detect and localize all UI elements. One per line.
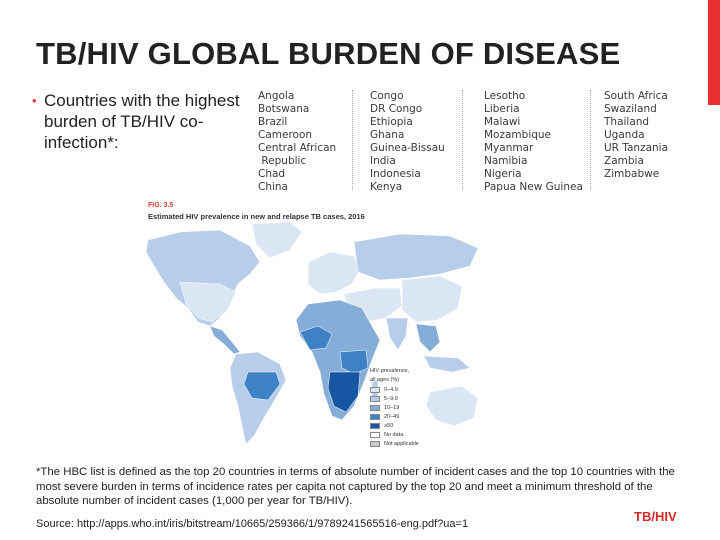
- legend-swatch: [370, 431, 380, 438]
- legend-item: 10–19: [370, 403, 480, 412]
- slide-title: TB/HIV GLOBAL BURDEN OF DISEASE: [36, 36, 621, 71]
- legend-item: 20–49: [370, 412, 480, 421]
- column-divider: [462, 90, 463, 190]
- legend-item: No data: [370, 430, 480, 439]
- country-name: UR Tanzania: [604, 142, 669, 154]
- map-legend: HIV prevalence, all ages (%) 0–4.9 5–9.9…: [370, 368, 480, 448]
- country-name: Indonesia: [370, 168, 421, 180]
- country-name: Papua New Guinea: [484, 181, 583, 193]
- country-name: Cameroon: [258, 129, 313, 141]
- legend-item: Not applicable: [370, 439, 480, 448]
- bullet-item: • Countries with the highest burden of T…: [32, 90, 244, 153]
- country-name: India: [370, 155, 396, 167]
- country-name: Zambia: [604, 155, 644, 167]
- column-divider: [590, 90, 591, 190]
- legend-label: ≥50: [384, 422, 394, 429]
- footnote: *The HBC list is defined as the top 20 c…: [36, 466, 675, 507]
- bullet-icon: •: [32, 93, 37, 108]
- country-name: China: [258, 181, 288, 193]
- country-name: Angola: [258, 90, 295, 102]
- brand-label: TB/HIV: [634, 509, 677, 524]
- legend-label: 20–49: [384, 413, 400, 420]
- country-name: Myanmar: [484, 142, 534, 154]
- legend-swatch: [370, 404, 380, 411]
- country-column-4: South Africa Swaziland Thailand Uganda U…: [604, 90, 668, 181]
- country-name: South Africa: [604, 90, 668, 102]
- country-name: Zimbabwe: [604, 168, 660, 180]
- legend-swatch: [370, 395, 380, 402]
- accent-bar: [708, 0, 720, 105]
- country-name: Congo: [370, 90, 404, 102]
- world-map-graphic: [145, 221, 479, 445]
- country-table: Angola Botswana Brazil Cameroon Central …: [256, 90, 688, 194]
- source-link[interactable]: Source: http://apps.who.int/iris/bitstre…: [36, 518, 469, 530]
- country-name: Chad: [258, 168, 286, 180]
- figure-title: Estimated HIV prevalence in new and rela…: [148, 212, 365, 221]
- legend-item: 5–9.9: [370, 394, 480, 403]
- country-name: Uganda: [604, 129, 645, 141]
- country-name: Swaziland: [604, 103, 657, 115]
- figure-label: FIG. 3.5: [148, 202, 174, 209]
- legend-swatch: [370, 413, 380, 420]
- country-name: Namibia: [484, 155, 528, 167]
- country-column-1: Angola Botswana Brazil Cameroon Central …: [258, 90, 336, 194]
- country-column-3: Lesotho Liberia Malawi Mozambique Myanma…: [484, 90, 583, 194]
- country-name: Ghana: [370, 129, 405, 141]
- legend-item: ≥50: [370, 421, 480, 430]
- country-name: Ethiopia: [370, 116, 413, 128]
- legend-swatch: [370, 440, 380, 447]
- legend-label: 10–19: [384, 404, 400, 411]
- country-name: DR Congo: [370, 103, 423, 115]
- legend-label: 5–9.9: [384, 395, 398, 402]
- legend-label: 0–4.9: [384, 386, 398, 393]
- country-name: Liberia: [484, 103, 520, 115]
- legend-label: No data: [384, 431, 404, 438]
- country-name: Lesotho: [484, 90, 526, 102]
- country-name: Republic: [258, 155, 307, 167]
- country-name: Botswana: [258, 103, 310, 115]
- country-name: Guinea-Bissau: [370, 142, 445, 154]
- legend-swatch: [370, 422, 380, 429]
- country-name: Kenya: [370, 181, 403, 193]
- country-name: Mozambique: [484, 129, 552, 141]
- country-name: Thailand: [604, 116, 650, 128]
- country-name: Central African: [258, 142, 337, 154]
- country-column-2: Congo DR Congo Ethiopia Ghana Guinea-Bis…: [370, 90, 445, 194]
- country-name: Nigeria: [484, 168, 522, 180]
- country-name: Malawi: [484, 116, 521, 128]
- legend-item: 0–4.9: [370, 385, 480, 394]
- legend-label: Not applicable: [384, 440, 419, 447]
- country-name: Brazil: [258, 116, 288, 128]
- legend-swatch: [370, 386, 380, 393]
- legend-title: all ages (%): [370, 376, 400, 383]
- bullet-text: Countries with the highest burden of TB/…: [44, 91, 240, 152]
- column-divider: [352, 90, 353, 190]
- world-map: [140, 221, 480, 450]
- legend-title: HIV prevalence,: [370, 368, 410, 374]
